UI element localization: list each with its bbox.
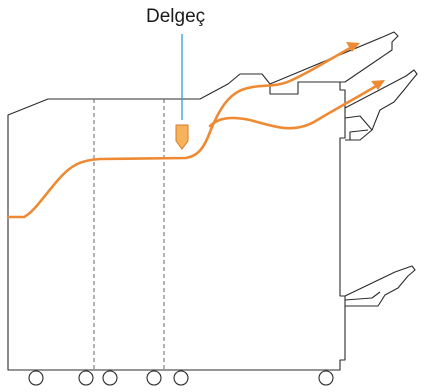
wheel-icon [78, 370, 94, 386]
arrowhead-middle [371, 80, 385, 90]
punch-callout-label: Delgeç [146, 6, 206, 27]
arrowhead-top [346, 42, 360, 52]
middle-output-tray [344, 69, 418, 141]
wheel-icon [173, 370, 189, 386]
wheel-icon [28, 370, 44, 386]
middle-tray-bracket [344, 115, 373, 140]
wheel-icon [146, 370, 162, 386]
lower-tray-ledge [344, 291, 381, 301]
paper-path-lower-branch [208, 83, 380, 130]
top-output-tray [269, 31, 399, 85]
lower-output-tray [344, 265, 416, 307]
wheel-icon [102, 370, 118, 386]
paper-path-main [6, 45, 354, 219]
machine-body-outline [7, 73, 346, 371]
punch-unit-icon [175, 124, 189, 150]
wheel-icon [318, 370, 334, 386]
